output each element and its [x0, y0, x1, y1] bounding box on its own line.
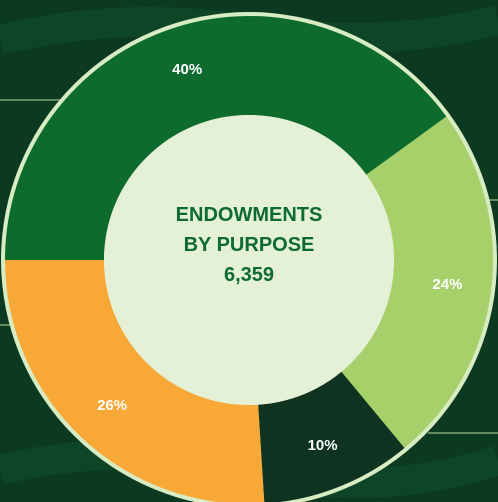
center-title: ENDOWMENTS BY PURPOSE — [175, 204, 323, 256]
center-total: 6,359 — [223, 264, 275, 286]
data-label: 26% — [97, 397, 127, 414]
donut-segment — [5, 16, 447, 260]
donut-segment — [258, 371, 405, 502]
data-label: 40% — [172, 61, 202, 78]
data-label: 24% — [432, 276, 462, 293]
segments — [5, 16, 493, 502]
donut-segment — [341, 116, 493, 449]
donut-segment — [5, 260, 265, 502]
center-label: ENDOWMENTS BY PURPOSE 6,359 — [164, 200, 334, 290]
donut-hole — [104, 115, 394, 405]
data-label: 10% — [308, 437, 338, 454]
